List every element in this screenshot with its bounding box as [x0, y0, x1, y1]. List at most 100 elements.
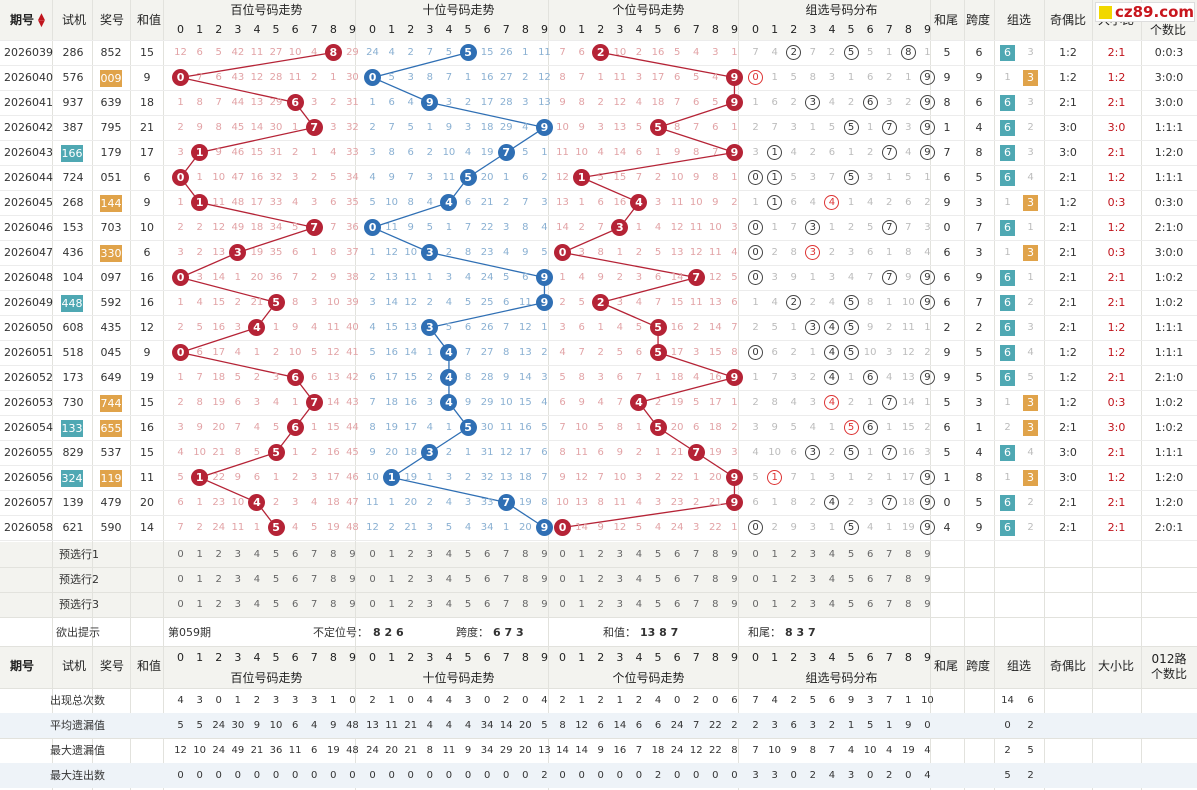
preselect-digit[interactable]: 8 — [712, 574, 719, 585]
preselect-digit[interactable]: 2 — [597, 549, 604, 560]
preselect-digit[interactable]: 4 — [635, 574, 643, 585]
preselect-digit[interactable]: 7 — [503, 549, 510, 560]
preselect-digit[interactable]: 0 — [369, 549, 376, 560]
preselect-digit[interactable]: 1 — [196, 599, 203, 610]
preselect-digit[interactable]: 5 — [847, 549, 855, 560]
preselect-digit[interactable]: 2 — [407, 599, 414, 610]
preselect-digit[interactable]: 0 — [369, 574, 376, 585]
preselect-digit[interactable]: 6 — [291, 574, 299, 585]
preselect-digit[interactable]: 1 — [388, 599, 395, 610]
preselect-digit[interactable]: 0 — [752, 549, 759, 560]
preselect-digit[interactable]: 6 — [483, 574, 491, 585]
preselect-digit[interactable]: 4 — [635, 599, 643, 610]
preselect-digit[interactable]: 1 — [196, 549, 203, 560]
preselect-digit[interactable]: 7 — [311, 599, 318, 610]
preselect-digit[interactable]: 8 — [330, 599, 337, 610]
preselect-digit[interactable]: 1 — [388, 549, 395, 560]
preselect-digit[interactable]: 7 — [503, 574, 510, 585]
preselect-digit[interactable]: 8 — [905, 599, 912, 610]
preselect-digit[interactable]: 1 — [578, 574, 585, 585]
preselect-digit[interactable]: 5 — [654, 599, 662, 610]
preselect-digit[interactable]: 3 — [234, 549, 242, 560]
preselect-digit[interactable]: 8 — [905, 574, 912, 585]
preselect-digit[interactable]: 5 — [654, 574, 662, 585]
preselect-digit[interactable]: 9 — [541, 549, 548, 560]
preselect-digit[interactable]: 6 — [866, 549, 874, 560]
preselect-digit[interactable]: 4 — [828, 549, 836, 560]
preselect-digit[interactable]: 7 — [311, 574, 318, 585]
preselect-digit[interactable]: 3 — [616, 549, 624, 560]
preselect-digit[interactable]: 3 — [809, 549, 817, 560]
preselect-digit[interactable]: 0 — [369, 599, 376, 610]
preselect-digit[interactable]: 2 — [215, 574, 222, 585]
preselect-digit[interactable]: 6 — [673, 549, 681, 560]
preselect-digit[interactable]: 4 — [253, 549, 261, 560]
sort-icon[interactable]: ▼ — [38, 19, 45, 29]
preselect-digit[interactable]: 3 — [234, 574, 242, 585]
preselect-digit[interactable]: 3 — [809, 599, 817, 610]
preselect-digit[interactable]: 4 — [445, 574, 453, 585]
preselect-digit[interactable]: 2 — [790, 574, 797, 585]
preselect-digit[interactable]: 1 — [196, 574, 203, 585]
preselect-digit[interactable]: 2 — [597, 599, 604, 610]
preselect-digit[interactable]: 6 — [483, 549, 491, 560]
preselect-digit[interactable]: 3 — [234, 599, 242, 610]
cz89-logo[interactable]: cz89.com — [1095, 2, 1195, 22]
preselect-digit[interactable]: 5 — [654, 549, 662, 560]
preselect-digit[interactable]: 4 — [253, 599, 261, 610]
preselect-digit[interactable]: 9 — [924, 574, 931, 585]
preselect-digit[interactable]: 2 — [407, 574, 414, 585]
preselect-digit[interactable]: 2 — [407, 549, 414, 560]
preselect-digit[interactable]: 8 — [712, 599, 719, 610]
preselect-digit[interactable]: 1 — [388, 574, 395, 585]
preselect-digit[interactable]: 7 — [886, 574, 893, 585]
preselect-digit[interactable]: 3 — [426, 574, 434, 585]
sort-icon[interactable]: ▲ — [38, 12, 45, 22]
preselect-digit[interactable]: 2 — [597, 574, 604, 585]
preselect-digit[interactable]: 3 — [426, 549, 434, 560]
preselect-digit[interactable]: 5 — [464, 574, 472, 585]
preselect-digit[interactable]: 7 — [693, 574, 700, 585]
preselect-digit[interactable]: 4 — [445, 549, 453, 560]
preselect-digit[interactable]: 6 — [866, 599, 874, 610]
preselect-digit[interactable]: 6 — [291, 549, 299, 560]
preselect-digit[interactable]: 8 — [330, 574, 337, 585]
preselect-digit[interactable]: 3 — [616, 574, 624, 585]
preselect-digit[interactable]: 5 — [272, 549, 280, 560]
preselect-digit[interactable]: 7 — [311, 549, 318, 560]
preselect-digit[interactable]: 5 — [847, 574, 855, 585]
preselect-digit[interactable]: 8 — [522, 599, 529, 610]
preselect-digit[interactable]: 5 — [464, 599, 472, 610]
preselect-digit[interactable]: 9 — [349, 599, 356, 610]
preselect-digit[interactable]: 4 — [253, 574, 261, 585]
preselect-digit[interactable]: 7 — [886, 549, 893, 560]
preselect-digit[interactable]: 0 — [752, 574, 759, 585]
preselect-digit[interactable]: 1 — [771, 549, 778, 560]
preselect-digit[interactable]: 4 — [828, 574, 836, 585]
preselect-digit[interactable]: 8 — [522, 549, 529, 560]
preselect-digit[interactable]: 9 — [731, 574, 738, 585]
preselect-digit[interactable]: 0 — [559, 549, 566, 560]
preselect-digit[interactable]: 5 — [272, 574, 280, 585]
preselect-digit[interactable]: 4 — [635, 549, 643, 560]
preselect-digit[interactable]: 9 — [924, 549, 931, 560]
preselect-digit[interactable]: 3 — [616, 599, 624, 610]
preselect-digit[interactable]: 2 — [790, 599, 797, 610]
preselect-digit[interactable]: 9 — [541, 599, 548, 610]
preselect-digit[interactable]: 9 — [349, 549, 356, 560]
preselect-digit[interactable]: 6 — [483, 599, 491, 610]
preselect-digit[interactable]: 5 — [847, 599, 855, 610]
preselect-digit[interactable]: 8 — [522, 574, 529, 585]
preselect-digit[interactable]: 8 — [330, 549, 337, 560]
preselect-digit[interactable]: 2 — [215, 549, 222, 560]
preselect-digit[interactable]: 2 — [215, 599, 222, 610]
preselect-digit[interactable]: 6 — [291, 599, 299, 610]
preselect-digit[interactable]: 9 — [731, 599, 738, 610]
preselect-digit[interactable]: 0 — [177, 574, 184, 585]
preselect-digit[interactable]: 6 — [673, 599, 681, 610]
preselect-digit[interactable]: 7 — [693, 599, 700, 610]
preselect-digit[interactable]: 1 — [771, 599, 778, 610]
preselect-digit[interactable]: 4 — [828, 599, 836, 610]
preselect-digit[interactable]: 3 — [809, 574, 817, 585]
preselect-digit[interactable]: 0 — [559, 599, 566, 610]
